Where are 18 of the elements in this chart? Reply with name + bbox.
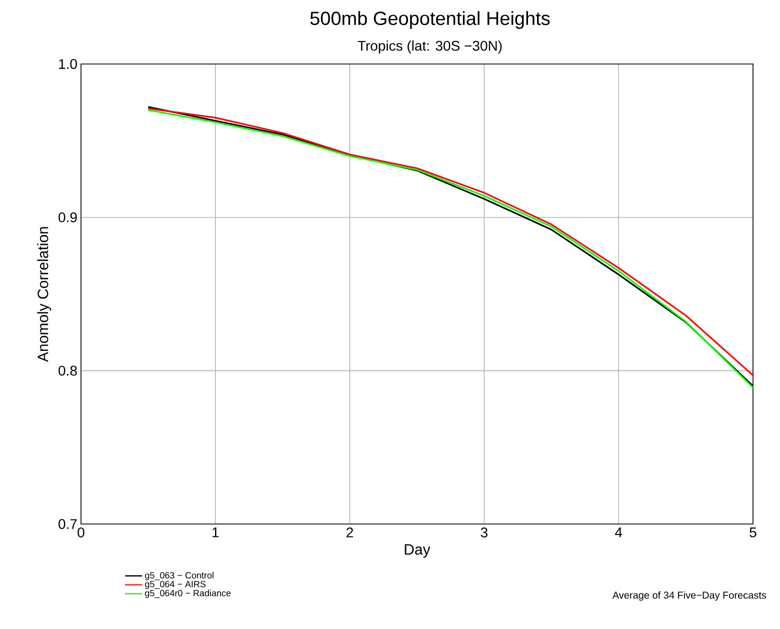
legend-label: g5_063 − Control [145, 572, 214, 580]
x-tick-label: 1 [212, 528, 219, 538]
x-tick-label: 0 [78, 528, 84, 538]
y-tick-label: 1.0 [59, 59, 77, 69]
x-tick-label: 2 [346, 528, 353, 538]
x-axis-title: Day [404, 544, 430, 558]
y-tick-label: 0.7 [58, 519, 77, 529]
x-tick-label: 4 [615, 528, 622, 538]
y-tick-label: 0.8 [58, 366, 77, 376]
x-tick-label: 3 [480, 528, 488, 538]
text: Average of 34 Five−Day Forecasts [612, 591, 766, 601]
y-axis-title: Anomoly Correlation [37, 227, 52, 362]
chart-title: 500mb Geopotential Heights [310, 11, 550, 29]
x-tick-label: 5 [750, 528, 756, 538]
chart-subtitle: Tropics (lat: 30S −30N) [358, 40, 502, 54]
y-tick-label: 0.9 [58, 212, 77, 222]
legend-label: g5_064 − AIRS [145, 580, 206, 590]
legend-label: g5_064r0 − Radiance [145, 590, 231, 598]
